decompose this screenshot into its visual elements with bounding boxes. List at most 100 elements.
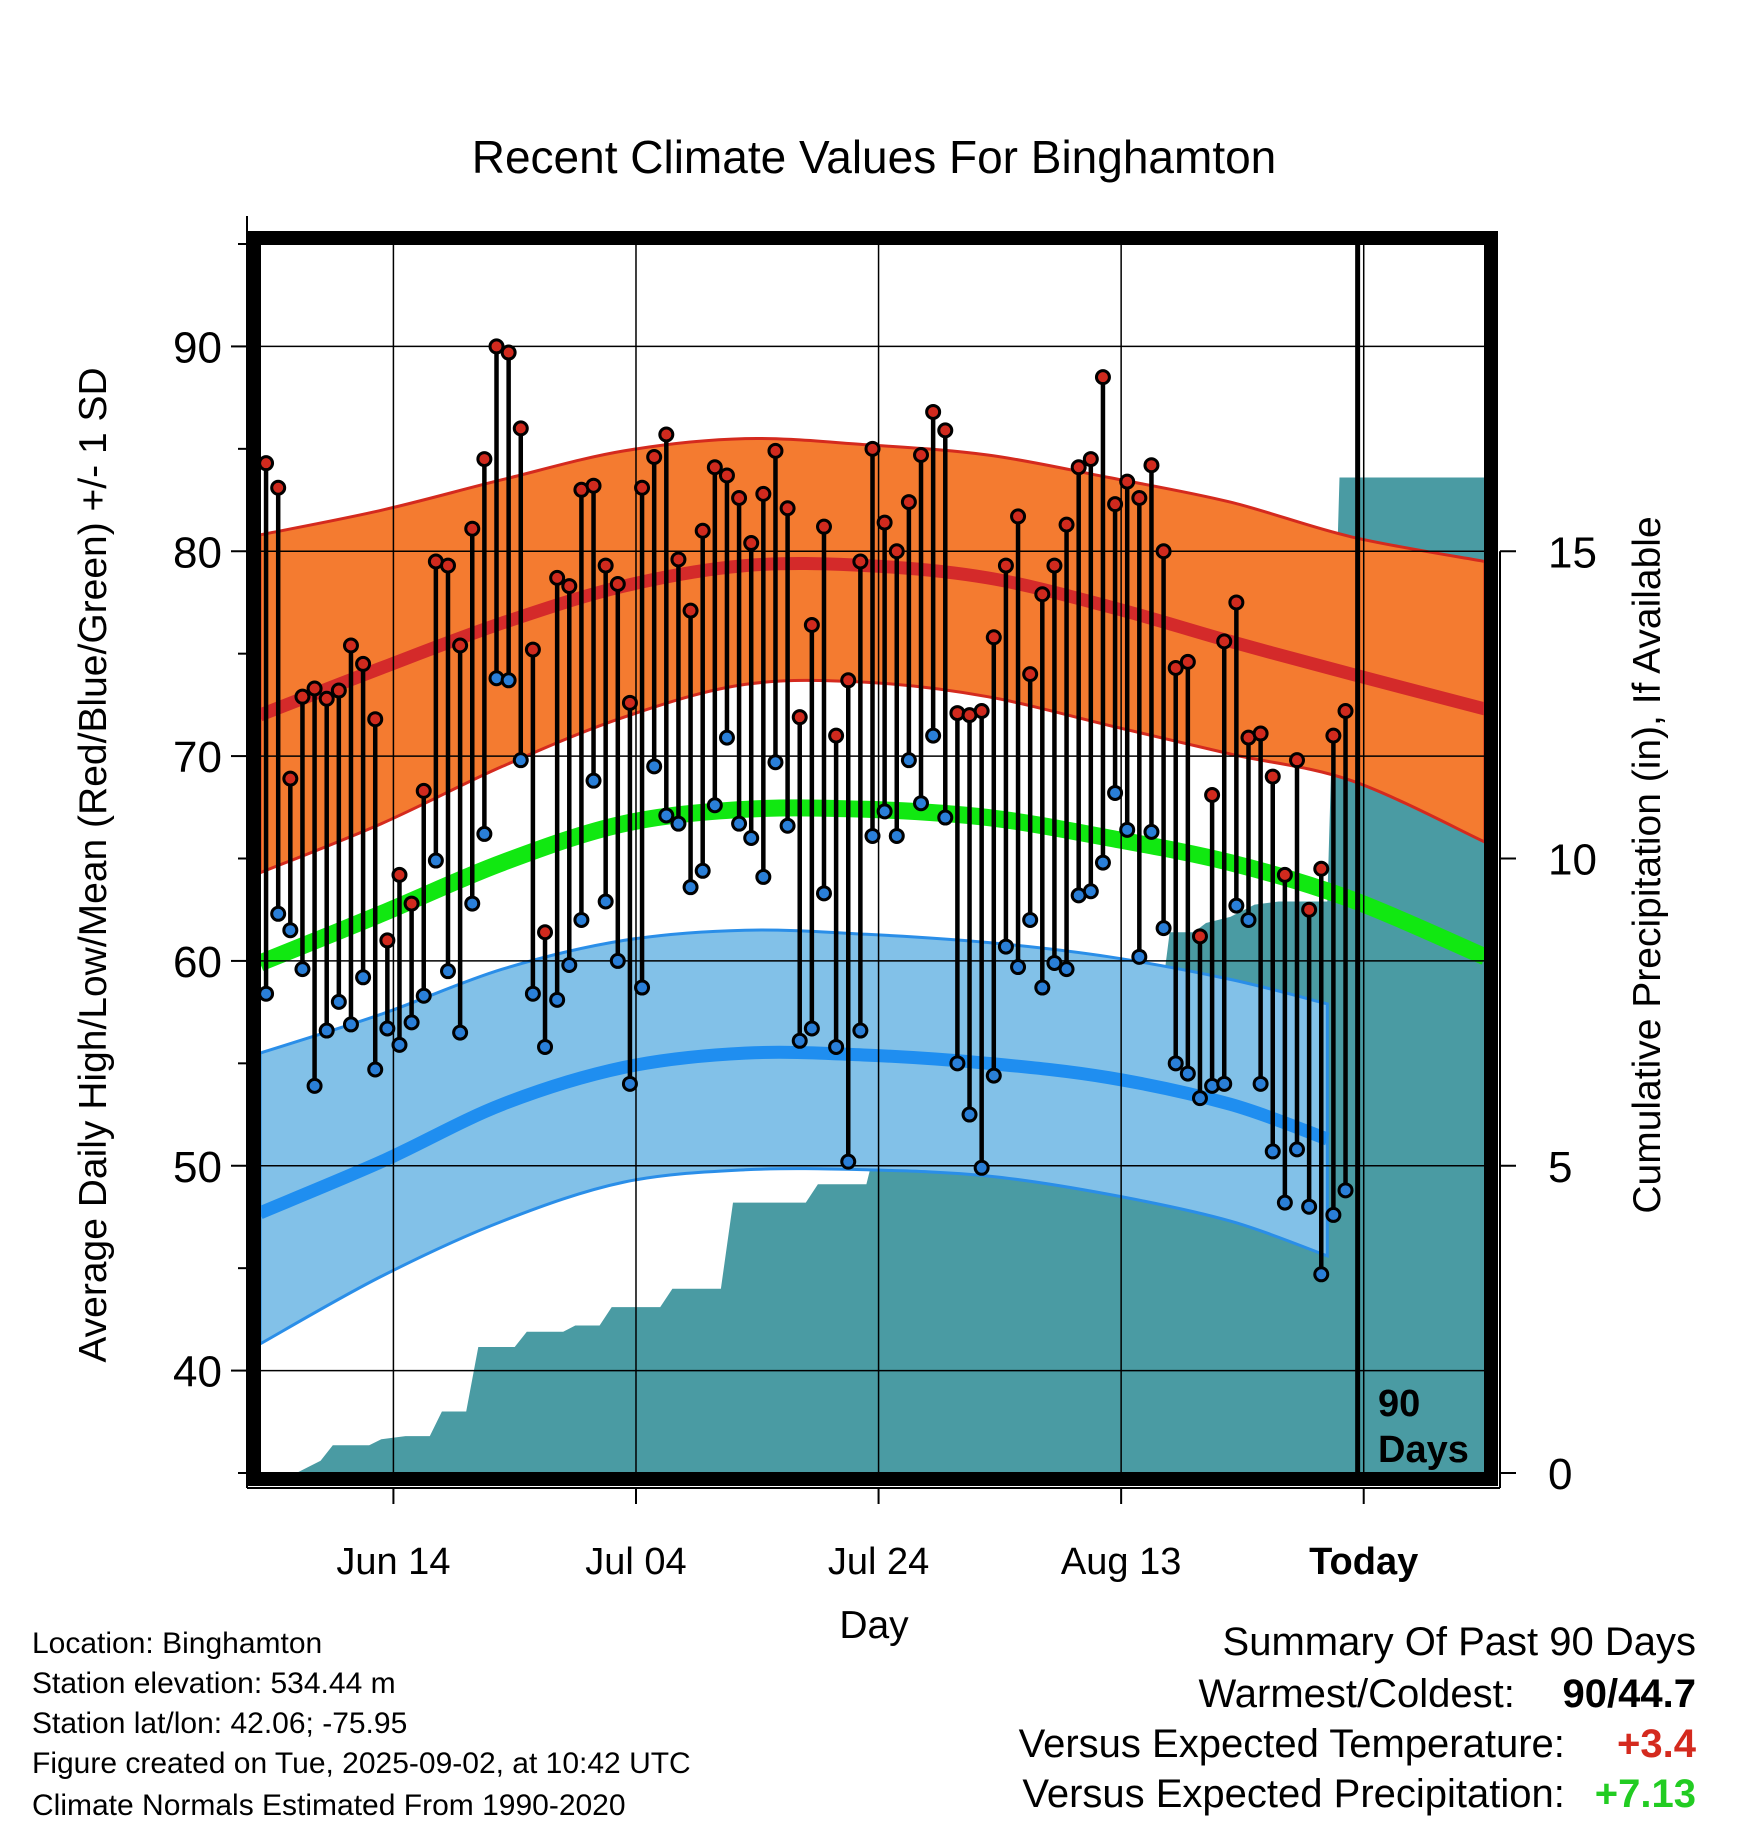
daily-low-point bbox=[439, 963, 456, 980]
daily-low-point bbox=[549, 991, 566, 1008]
daily-high-point bbox=[318, 690, 335, 707]
daily-high-point bbox=[1264, 768, 1281, 785]
daily-low-point bbox=[427, 852, 444, 869]
normals-text: Climate Normals Estimated From 1990-2020 bbox=[32, 1789, 626, 1822]
daily-low-point bbox=[985, 1067, 1002, 1084]
daily-low-point bbox=[342, 1016, 359, 1033]
daily-high-point bbox=[1070, 459, 1087, 476]
y-axis-right-label: Cumulative Precipitation (in), If Availa… bbox=[1626, 516, 1669, 1213]
temp-departure-label: Versus Expected Temperature: bbox=[1018, 1722, 1565, 1766]
precip-layer bbox=[260, 477, 1485, 1473]
daily-low-point bbox=[1022, 911, 1039, 928]
y-right-tick-label: 5 bbox=[1548, 1143, 1572, 1192]
daily-high-point bbox=[561, 578, 578, 595]
daily-low-point bbox=[1082, 883, 1099, 900]
daily-high-point bbox=[1337, 703, 1354, 720]
x-tick-label: Jun 14 bbox=[336, 1541, 450, 1583]
daily-low-point bbox=[1094, 854, 1111, 871]
daily-high-point bbox=[355, 655, 372, 672]
daily-high-point bbox=[537, 924, 554, 941]
daily-low-point bbox=[1167, 1055, 1184, 1072]
daily-high-point bbox=[609, 576, 626, 593]
daily-high-point bbox=[1131, 489, 1148, 506]
daily-low-point bbox=[1228, 897, 1245, 914]
daily-high-point bbox=[718, 467, 735, 484]
daily-high-point bbox=[294, 688, 311, 705]
daily-high-point bbox=[1034, 586, 1051, 603]
today-label-days: 90 bbox=[1378, 1383, 1420, 1425]
daily-low-point bbox=[913, 795, 930, 812]
daily-high-point bbox=[1179, 653, 1196, 670]
daily-high-point bbox=[1058, 516, 1075, 533]
y-left-tick-label: 70 bbox=[173, 733, 222, 782]
daily-low-point bbox=[1179, 1065, 1196, 1082]
daily-high-point bbox=[330, 682, 347, 699]
y-axis-left-label: Average Daily High/Low/Mean (Red/Blue/Gr… bbox=[72, 367, 115, 1362]
summary-precip-row: Versus Expected Precipitation: +7.13 bbox=[1022, 1772, 1696, 1817]
daily-low-point bbox=[706, 797, 723, 814]
precip-departure-value: +7.13 bbox=[1594, 1772, 1696, 1816]
daily-high-point bbox=[1228, 594, 1245, 611]
plot-frame bbox=[247, 231, 1498, 1486]
y-left-tick-label: 80 bbox=[173, 528, 222, 577]
axes-layer: 40 50 60 70 80 90 0 5 10 15 Jun 14 Jul 04 Jul 24 Aug … bbox=[173, 216, 1597, 1583]
daily-low-point bbox=[937, 809, 954, 826]
daily-high-point bbox=[1022, 666, 1039, 683]
daily-high-point bbox=[391, 866, 408, 883]
daily-high-point bbox=[500, 344, 517, 361]
grid-layer bbox=[260, 244, 1485, 1473]
daily-high-point bbox=[270, 479, 287, 496]
daily-high-point bbox=[1155, 543, 1172, 560]
daily-high-point bbox=[1276, 866, 1293, 883]
elevation-text: Station elevation: 534.44 m bbox=[32, 1667, 396, 1700]
daily-high-point bbox=[1191, 928, 1208, 945]
daily-low-point bbox=[1107, 784, 1124, 801]
daily-high-point bbox=[670, 551, 687, 568]
daily-low-point bbox=[694, 862, 711, 879]
daily-high-point bbox=[876, 514, 893, 531]
daily-low-point bbox=[973, 1159, 990, 1176]
daily-low-point bbox=[1155, 920, 1172, 937]
daily-low-point bbox=[815, 885, 832, 902]
daily-low-point bbox=[828, 1038, 845, 1055]
daily-high-point bbox=[1119, 473, 1136, 490]
daily-low-point bbox=[282, 922, 299, 939]
daily-high-point bbox=[767, 442, 784, 459]
daily-high-point bbox=[1094, 369, 1111, 386]
daily-high-point bbox=[706, 459, 723, 476]
daily-high-point bbox=[803, 616, 820, 633]
daily-high-point bbox=[913, 446, 930, 463]
daily-low-point bbox=[609, 952, 626, 969]
daily-high-point bbox=[379, 932, 396, 949]
daily-low-point bbox=[1325, 1206, 1342, 1223]
daily-low-point bbox=[718, 729, 735, 746]
daily-high-point bbox=[815, 518, 832, 535]
daily-low-point bbox=[1034, 979, 1051, 996]
daily-low-point bbox=[306, 1077, 323, 1094]
daily-low-point bbox=[852, 1022, 869, 1039]
normal-low-line bbox=[257, 1045, 1330, 1219]
daily-high-point bbox=[403, 895, 420, 912]
daily-high-point bbox=[1010, 508, 1027, 525]
daily-high-point bbox=[828, 727, 845, 744]
daily-low-point bbox=[791, 1032, 808, 1049]
daily-high-point bbox=[1313, 860, 1330, 877]
daily-high-point bbox=[925, 403, 942, 420]
daily-low-point bbox=[1264, 1143, 1281, 1160]
daily-low-point bbox=[840, 1153, 857, 1170]
daily-high-point bbox=[464, 520, 481, 537]
created-text: Figure created on Tue, 2025-09-02, at 10… bbox=[32, 1747, 691, 1780]
daily-low-point bbox=[464, 895, 481, 912]
daily-high-point bbox=[646, 449, 663, 466]
daily-low-point bbox=[379, 1020, 396, 1037]
daily-low-point bbox=[767, 754, 784, 771]
daily-high-point bbox=[415, 782, 432, 799]
daily-high-point bbox=[1204, 787, 1221, 804]
daily-high-point bbox=[1252, 725, 1269, 742]
daily-high-point bbox=[1082, 451, 1099, 468]
daily-low-point bbox=[997, 938, 1014, 955]
daily-high-point bbox=[1046, 557, 1063, 574]
daily-low-point bbox=[1240, 911, 1257, 928]
cumulative-precip-area bbox=[260, 477, 1485, 1473]
summary-heading: Summary Of Past 90 Days bbox=[1222, 1620, 1696, 1664]
